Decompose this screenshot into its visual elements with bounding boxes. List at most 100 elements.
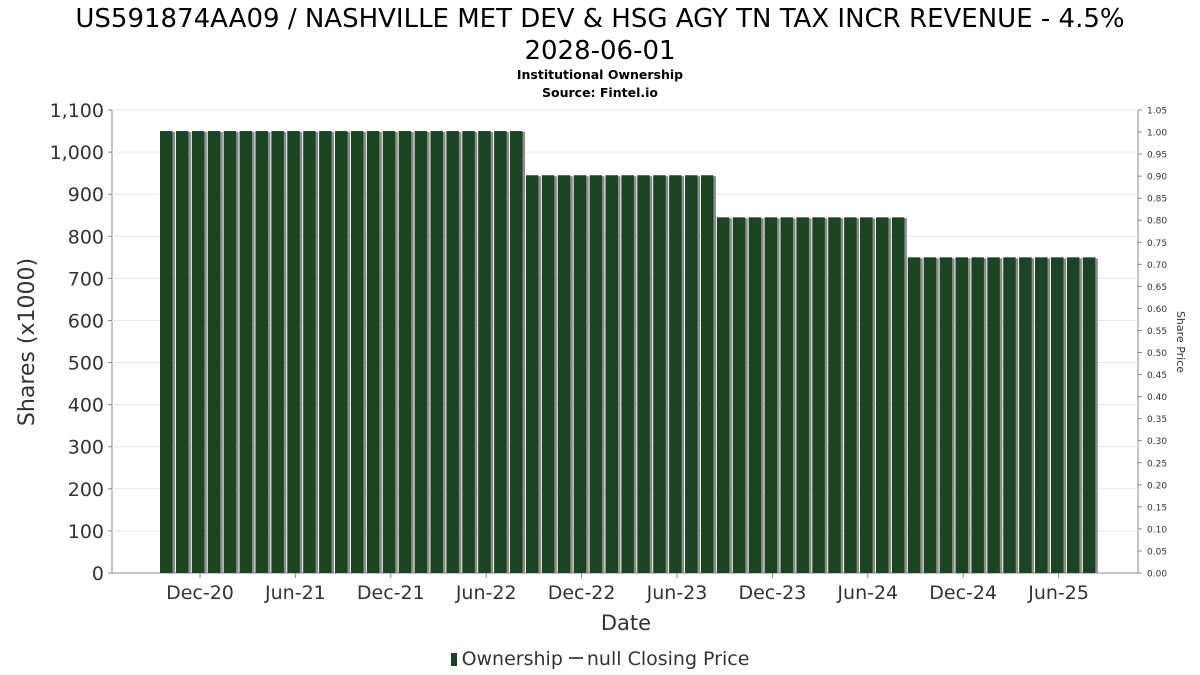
y-tick-label: 600 — [68, 310, 104, 332]
ownership-bar — [510, 131, 523, 573]
ownership-bar — [303, 131, 316, 573]
x-tick-label: Jun-22 — [455, 582, 517, 604]
ownership-bar — [605, 175, 618, 573]
ownership-bar — [1066, 257, 1080, 573]
y-tick-label: 0 — [92, 563, 104, 585]
y-tick-label: 900 — [68, 184, 104, 206]
y2-tick-label: 1.00 — [1147, 129, 1167, 139]
ownership-bar — [446, 131, 459, 573]
ownership-bar — [398, 131, 412, 573]
y2-tick-label: 0.25 — [1147, 459, 1167, 469]
x-tick-label: Dec-22 — [548, 582, 616, 604]
ownership-bar — [1050, 257, 1064, 573]
chart-legend: Ownership null Closing Price — [0, 648, 1200, 670]
ownership-bar — [923, 257, 937, 573]
chart-title: US591874AA09 / NASHVILLE MET DEV & HSG A… — [75, 4, 1125, 34]
ownership-bar — [716, 217, 730, 573]
y2-tick-label: 0.15 — [1147, 503, 1167, 513]
x-tick-label: Jun-24 — [836, 582, 898, 604]
ownership-bar — [382, 131, 396, 573]
ownership-bar — [319, 131, 332, 573]
y2-tick-label: 0.00 — [1147, 570, 1167, 580]
y2-tick-label: 0.65 — [1147, 283, 1167, 293]
y2-tick-label: 0.70 — [1147, 261, 1167, 271]
ownership-bar — [494, 131, 507, 573]
y-tick-label: 800 — [68, 226, 104, 248]
chart-title-line-2: 2028-06-01 — [524, 36, 676, 66]
ownership-bar — [573, 175, 587, 573]
y2-tick-label: 0.40 — [1147, 393, 1167, 403]
ownership-bar — [287, 131, 300, 573]
chart-source: Source: Fintel.io — [542, 85, 658, 100]
x-tick-label: Jun-21 — [264, 582, 326, 604]
ownership-bar — [1003, 257, 1016, 573]
ownership-bar — [907, 257, 921, 573]
ownership-bar — [255, 131, 268, 573]
ownership-bar — [1035, 257, 1048, 573]
ownership-bar — [589, 175, 603, 573]
y-tick-label: 300 — [68, 437, 104, 459]
ownership-bar — [955, 257, 968, 573]
y-tick-label: 400 — [68, 395, 104, 417]
ownership-bar — [844, 217, 857, 573]
ownership-bar — [971, 257, 984, 573]
x-tick-label: Dec-23 — [738, 582, 806, 604]
ownership-bar — [875, 217, 889, 573]
y2-tick-label: 0.30 — [1147, 437, 1167, 447]
ownership-bar — [462, 131, 475, 573]
y2-tick-label: 0.90 — [1147, 173, 1167, 183]
x-tick-label: Jun-23 — [646, 582, 708, 604]
ownership-bar — [414, 131, 428, 573]
ownership-bar — [748, 217, 762, 573]
ownership-bar — [939, 257, 953, 573]
x-tick-label: Dec-20 — [166, 582, 234, 604]
y2-axis-title: Share Price — [1174, 311, 1187, 373]
ownership-bar — [541, 175, 555, 573]
ownership-bar — [685, 175, 698, 573]
y-tick-label: 200 — [68, 479, 104, 501]
y2-tick-label: 0.05 — [1147, 547, 1167, 557]
y2-tick-label: 0.20 — [1147, 481, 1167, 491]
ownership-bar — [987, 257, 1000, 573]
y2-tick-label: 0.60 — [1147, 305, 1167, 315]
ownership-bar — [191, 131, 205, 573]
ownership-bar — [271, 131, 284, 573]
x-tick-label: Dec-24 — [929, 582, 997, 604]
ownership-bar — [207, 131, 221, 573]
ownership-legend-swatch — [450, 653, 457, 666]
y2-tick-label: 0.95 — [1147, 151, 1167, 161]
y2-tick-label: 0.55 — [1147, 327, 1167, 337]
y-tick-label: 500 — [68, 353, 104, 375]
ownership-bar — [732, 217, 746, 573]
y2-tick-label: 0.45 — [1147, 371, 1167, 381]
x-tick-label: Jun-25 — [1027, 582, 1089, 604]
ownership-bar — [700, 175, 714, 573]
y-tick-label: 100 — [68, 521, 104, 543]
x-axis-title: Date — [601, 611, 651, 635]
x-tick-label: Dec-21 — [357, 582, 425, 604]
ownership-bar — [860, 217, 873, 573]
y-tick-label: 700 — [68, 268, 104, 290]
ownership-bar — [430, 131, 443, 573]
ownership-bar — [525, 175, 539, 573]
y-tick-label: 1,100 — [50, 100, 104, 122]
ownership-bar — [780, 217, 793, 573]
y2-tick-label: 0.75 — [1147, 239, 1167, 249]
ownership-bar — [557, 175, 571, 573]
ownership-bar — [621, 175, 634, 573]
ownership-bar — [637, 175, 650, 573]
y-tick-label: 1,000 — [50, 142, 104, 164]
y2-tick-label: 0.80 — [1147, 217, 1167, 227]
y2-tick-label: 1.05 — [1147, 107, 1167, 117]
y-axis-title: Shares (x1000) — [15, 258, 40, 426]
ownership-bar — [1019, 257, 1032, 573]
price-legend-line — [568, 657, 583, 659]
ownership-bar — [653, 175, 666, 573]
y2-tick-label: 0.35 — [1147, 415, 1167, 425]
chart-subtitle: Institutional Ownership — [516, 67, 684, 82]
ownership-bar — [812, 217, 825, 573]
y2-tick-label: 0.10 — [1147, 525, 1167, 535]
ownership-bar — [478, 131, 491, 573]
ownership-bar — [366, 131, 380, 573]
